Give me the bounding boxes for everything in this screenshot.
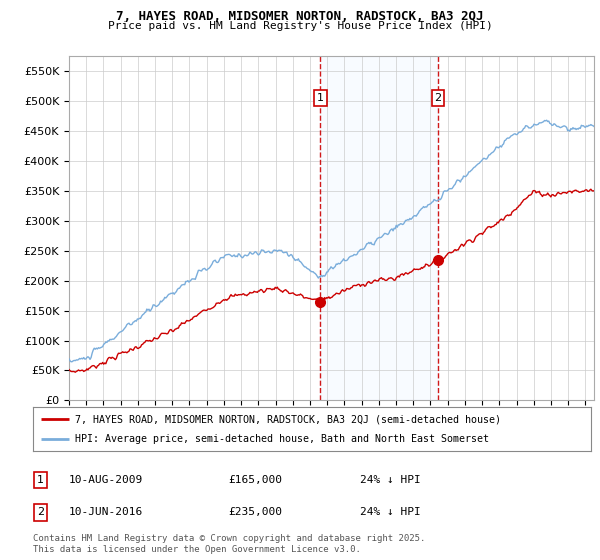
Text: 10-JUN-2016: 10-JUN-2016 xyxy=(69,507,143,517)
Text: 1: 1 xyxy=(37,475,44,485)
Text: 2: 2 xyxy=(37,507,44,517)
Text: Price paid vs. HM Land Registry's House Price Index (HPI): Price paid vs. HM Land Registry's House … xyxy=(107,21,493,31)
Text: Contains HM Land Registry data © Crown copyright and database right 2025.
This d: Contains HM Land Registry data © Crown c… xyxy=(33,534,425,554)
Text: 24% ↓ HPI: 24% ↓ HPI xyxy=(360,475,421,485)
Text: HPI: Average price, semi-detached house, Bath and North East Somerset: HPI: Average price, semi-detached house,… xyxy=(75,435,489,445)
Text: 7, HAYES ROAD, MIDSOMER NORTON, RADSTOCK, BA3 2QJ (semi-detached house): 7, HAYES ROAD, MIDSOMER NORTON, RADSTOCK… xyxy=(75,414,501,424)
Text: £235,000: £235,000 xyxy=(228,507,282,517)
Text: 10-AUG-2009: 10-AUG-2009 xyxy=(69,475,143,485)
Text: 24% ↓ HPI: 24% ↓ HPI xyxy=(360,507,421,517)
Text: £165,000: £165,000 xyxy=(228,475,282,485)
Text: 1: 1 xyxy=(317,93,324,103)
Bar xyxy=(320,56,438,400)
Text: 2: 2 xyxy=(434,93,442,103)
Text: 7, HAYES ROAD, MIDSOMER NORTON, RADSTOCK, BA3 2QJ: 7, HAYES ROAD, MIDSOMER NORTON, RADSTOCK… xyxy=(116,10,484,22)
